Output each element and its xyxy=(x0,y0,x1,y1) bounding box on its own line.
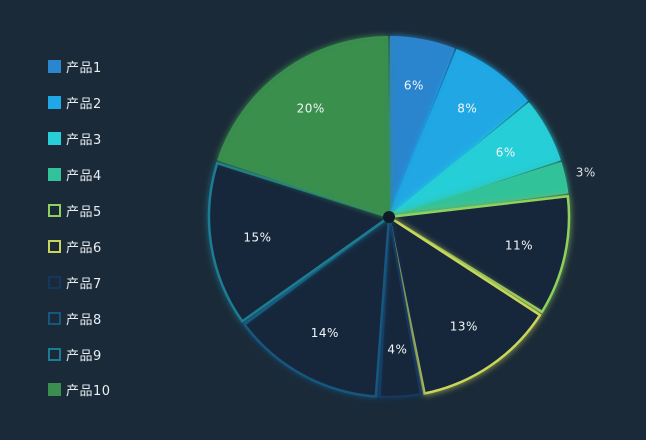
pie-slice[interactable] xyxy=(217,35,391,219)
legend-item[interactable]: 产品7 xyxy=(48,264,111,300)
slice-label: 11% xyxy=(505,239,533,253)
slice-label: 20% xyxy=(297,102,325,116)
pie-center xyxy=(383,211,395,223)
legend-label: 产品4 xyxy=(66,169,102,185)
pie-slice[interactable] xyxy=(242,214,391,398)
pie-slice[interactable] xyxy=(207,161,392,324)
legend-label: 产品5 xyxy=(66,205,102,220)
legend-label: 产品3 xyxy=(66,133,102,149)
pie-slice[interactable] xyxy=(388,35,455,218)
slice-label: 3% xyxy=(576,166,596,180)
legend-item[interactable]: 产品9 xyxy=(48,336,111,372)
pie-slice[interactable] xyxy=(388,49,528,218)
pie-slice[interactable] xyxy=(378,216,423,399)
slice-label: 13% xyxy=(450,320,478,334)
pie-labels: 6% 8% 6% 3% 11% 13% 4% 14% 15% 20% xyxy=(243,79,595,357)
legend-label: 产品8 xyxy=(66,312,102,328)
legend-swatch xyxy=(48,311,61,325)
slice-label: 4% xyxy=(387,342,407,356)
pie-slice[interactable] xyxy=(388,102,561,218)
legend-swatch xyxy=(48,275,61,289)
legend-swatch xyxy=(48,168,61,182)
pie-slice[interactable] xyxy=(387,214,542,395)
legend-swatch xyxy=(48,60,61,74)
legend-swatch xyxy=(48,132,61,146)
legend-label: 产品1 xyxy=(66,61,102,77)
legend-swatch xyxy=(48,383,61,397)
legend-item[interactable]: 产品4 xyxy=(48,157,111,193)
pie-slices xyxy=(207,35,571,399)
slice-label: 15% xyxy=(243,230,271,244)
legend-swatch xyxy=(48,204,61,217)
legend-item[interactable]: 产品5 xyxy=(48,193,111,229)
pie-slice[interactable] xyxy=(385,194,571,314)
slice-label: 6% xyxy=(404,79,424,93)
legend-item[interactable]: 产品10 xyxy=(48,372,111,408)
legend-item[interactable]: 产品8 xyxy=(48,300,111,336)
legend-label: 产品6 xyxy=(66,240,102,256)
slice-label: 6% xyxy=(496,145,516,159)
legend-swatch xyxy=(48,96,61,110)
legend-label: 产品7 xyxy=(66,276,102,292)
legend-label: 产品9 xyxy=(66,348,102,364)
slice-label: 14% xyxy=(311,326,339,340)
legend-item[interactable]: 产品6 xyxy=(48,228,111,264)
legend-swatch xyxy=(48,239,61,253)
legend-item[interactable]: 产品2 xyxy=(48,85,111,121)
legend-item[interactable]: 产品3 xyxy=(48,121,111,157)
slice-label: 8% xyxy=(457,102,477,116)
pie-slice[interactable] xyxy=(388,161,569,218)
legend: 产品1 产品2 产品3 产品4 产品5 产品6 产品7 产品8 产品9 产品10 xyxy=(48,49,111,408)
legend-item[interactable]: 产品1 xyxy=(48,49,111,85)
legend-label: 产品10 xyxy=(66,384,111,400)
legend-label: 产品2 xyxy=(66,97,102,113)
legend-swatch xyxy=(48,347,61,361)
